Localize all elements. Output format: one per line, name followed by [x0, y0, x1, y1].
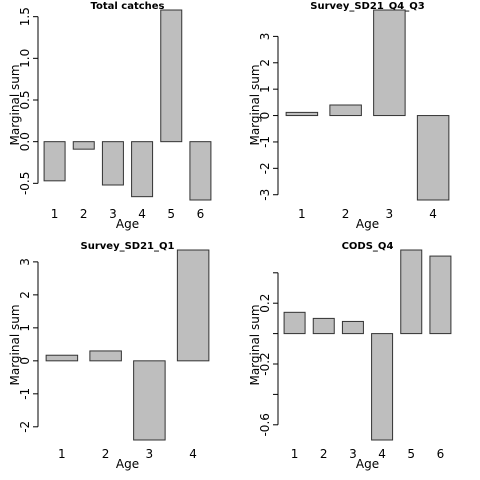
bar-2 [72, 141, 95, 150]
bar-4 [416, 115, 450, 201]
bar-2 [329, 104, 362, 117]
y-tick-label: -1 [258, 136, 272, 148]
y-tick-label: -2 [258, 162, 272, 174]
bar-1 [285, 111, 319, 117]
y-tick-label: -0.5 [18, 172, 32, 195]
y-tick-label: 3 [18, 258, 32, 266]
y-tick-label: -3 [258, 189, 272, 201]
y-axis-label: Marginal sum [8, 64, 22, 145]
y-tick-label: 0.0 [18, 132, 32, 151]
x-tick-label: 2 [80, 207, 88, 221]
bar-4 [131, 141, 154, 198]
y-tick-label: -1 [18, 388, 32, 400]
x-tick-label: 1 [291, 447, 299, 461]
y-tick-label: -2 [18, 421, 32, 433]
x-tick-label: 2 [320, 447, 328, 461]
y-tick-label: 0 [258, 112, 272, 120]
y-tick-label: 1.5 [18, 7, 32, 26]
x-tick-label: 3 [349, 447, 357, 461]
chart-title: Survey_SD21_Q1 [81, 241, 175, 252]
bar-5 [400, 249, 423, 335]
x-tick-label: 6 [437, 447, 445, 461]
x-tick-label: 4 [189, 447, 197, 461]
y-axis-label: Marginal sum [248, 64, 262, 145]
x-tick-label: 1 [298, 207, 306, 221]
y-tick-label: 2 [18, 291, 32, 299]
x-tick-label: 3 [146, 447, 154, 461]
y-tick-label: 2 [258, 59, 272, 67]
y-tick-label: 1 [258, 85, 272, 93]
bar-6 [429, 255, 452, 335]
bar-2 [312, 317, 335, 335]
x-tick-label: 2 [102, 447, 110, 461]
chart-title: Total catches [90, 1, 164, 12]
bar-1 [283, 311, 306, 335]
bar-3 [373, 9, 406, 117]
x-axis-label: Age [116, 457, 139, 471]
y-tick-label: 0.5 [18, 90, 32, 109]
chart-panel-4: CODS_Q4 1 2 3 4 5 6 -0.6 -0.2 0.2 Age Marginal sum [248, 241, 452, 471]
x-tick-label: 5 [407, 447, 415, 461]
x-tick-label: 2 [342, 207, 350, 221]
x-tick-label: 3 [386, 207, 394, 221]
bar-4 [176, 249, 210, 362]
y-tick-label: -0.2 [258, 352, 272, 375]
y-axis-label: Marginal sum [248, 304, 262, 385]
y-tick-label: 1.0 [18, 49, 32, 68]
bar-3 [133, 360, 166, 441]
chart-title: Survey_SD21_Q4_Q3 [310, 1, 424, 12]
x-tick-label: 4 [138, 207, 146, 221]
x-axis-label: Age [356, 457, 379, 471]
bar-2 [89, 350, 122, 362]
x-tick-label: 4 [429, 207, 437, 221]
x-tick-label: 4 [378, 447, 386, 461]
bar-5 [160, 9, 183, 143]
y-tick-label: 1 [18, 324, 32, 332]
chart-panel-3: Survey_SD21_Q1 1 2 3 4 -2 -1 0 1 2 3 Age Marginal su… [8, 241, 210, 471]
x-tick-label: 1 [51, 207, 59, 221]
bar-3 [101, 141, 124, 186]
x-tick-label: 6 [197, 207, 205, 221]
bar-6 [189, 141, 212, 201]
chart-panel-2: Survey_SD21_Q4_Q3 1 2 3 4 -3 -2 -1 0 1 2 3 Age Margin… [248, 1, 450, 231]
x-axis-label: Age [356, 217, 379, 231]
y-tick-label: 3 [258, 33, 272, 41]
chart-panel-1: Total catches 1 2 3 4 5 6 -0.5 0.0 0.5 1.0 1.5 Age Ma… [8, 1, 212, 231]
x-tick-label: 3 [109, 207, 117, 221]
y-tick-label: -0.6 [258, 413, 272, 436]
y-tick-label: 0.2 [258, 294, 272, 313]
y-tick-label: 0 [18, 357, 32, 365]
bar-3 [341, 320, 364, 335]
bar-1 [43, 141, 66, 182]
bar-4 [371, 333, 394, 441]
x-tick-label: 5 [167, 207, 175, 221]
chart-title: CODS_Q4 [342, 241, 394, 252]
x-axis-label: Age [116, 217, 139, 231]
y-axis-label: Marginal sum [8, 304, 22, 385]
bar-1 [45, 354, 79, 362]
x-tick-label: 1 [58, 447, 66, 461]
